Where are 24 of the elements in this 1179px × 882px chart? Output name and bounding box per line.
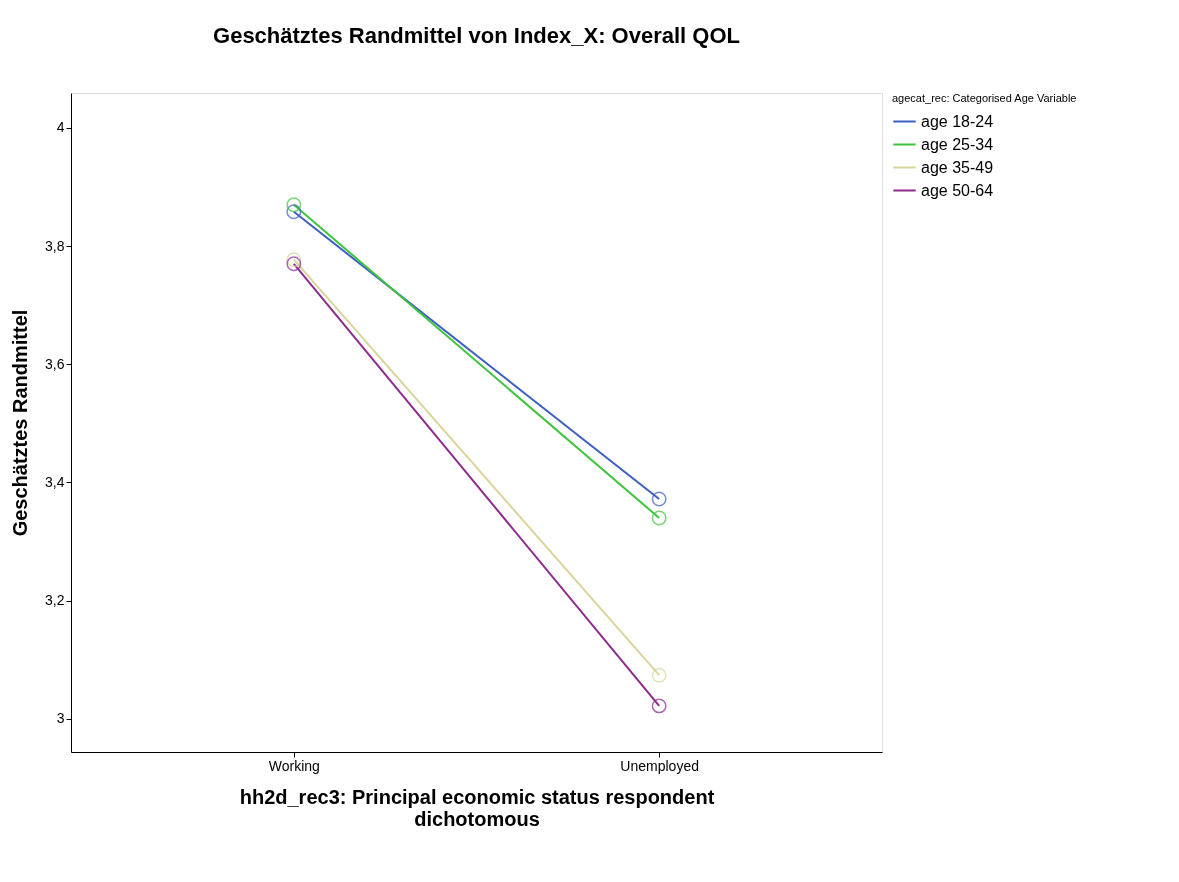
legend-title: agecat_rec: Categorised Age Variable [892, 92, 1077, 104]
legend-label: age 35-49 [921, 158, 994, 176]
y-tick-label: 3 [56, 710, 65, 727]
y-tick-label: 3,8 [45, 237, 65, 254]
x-axis-title: hh2d_rec3: Principal economic status respondent dichotomous [239, 785, 715, 830]
legend-label: age 18-24 [921, 112, 994, 130]
point [286, 256, 302, 272]
point [651, 698, 667, 714]
y-tick-label: 3,6 [45, 355, 65, 372]
point [286, 204, 302, 220]
point [651, 667, 667, 683]
chart-title: Geschätztes Randmittel von Index_X: Overall QOL [213, 23, 740, 48]
point [651, 510, 667, 526]
x-tick-label: Working [268, 757, 320, 774]
legend-label: age 25-34 [921, 135, 994, 153]
legend-label: age 50-64 [921, 181, 994, 199]
point [651, 491, 667, 507]
point [286, 197, 302, 213]
y-axis-title: Geschätztes Randmittel [9, 309, 32, 537]
y-tick-label: 3,4 [45, 473, 65, 490]
x-tick-label: Unemployed [620, 757, 699, 774]
y-tick-label: 4 [56, 119, 65, 136]
y-tick-label: 3,2 [45, 592, 65, 609]
point [286, 252, 302, 268]
